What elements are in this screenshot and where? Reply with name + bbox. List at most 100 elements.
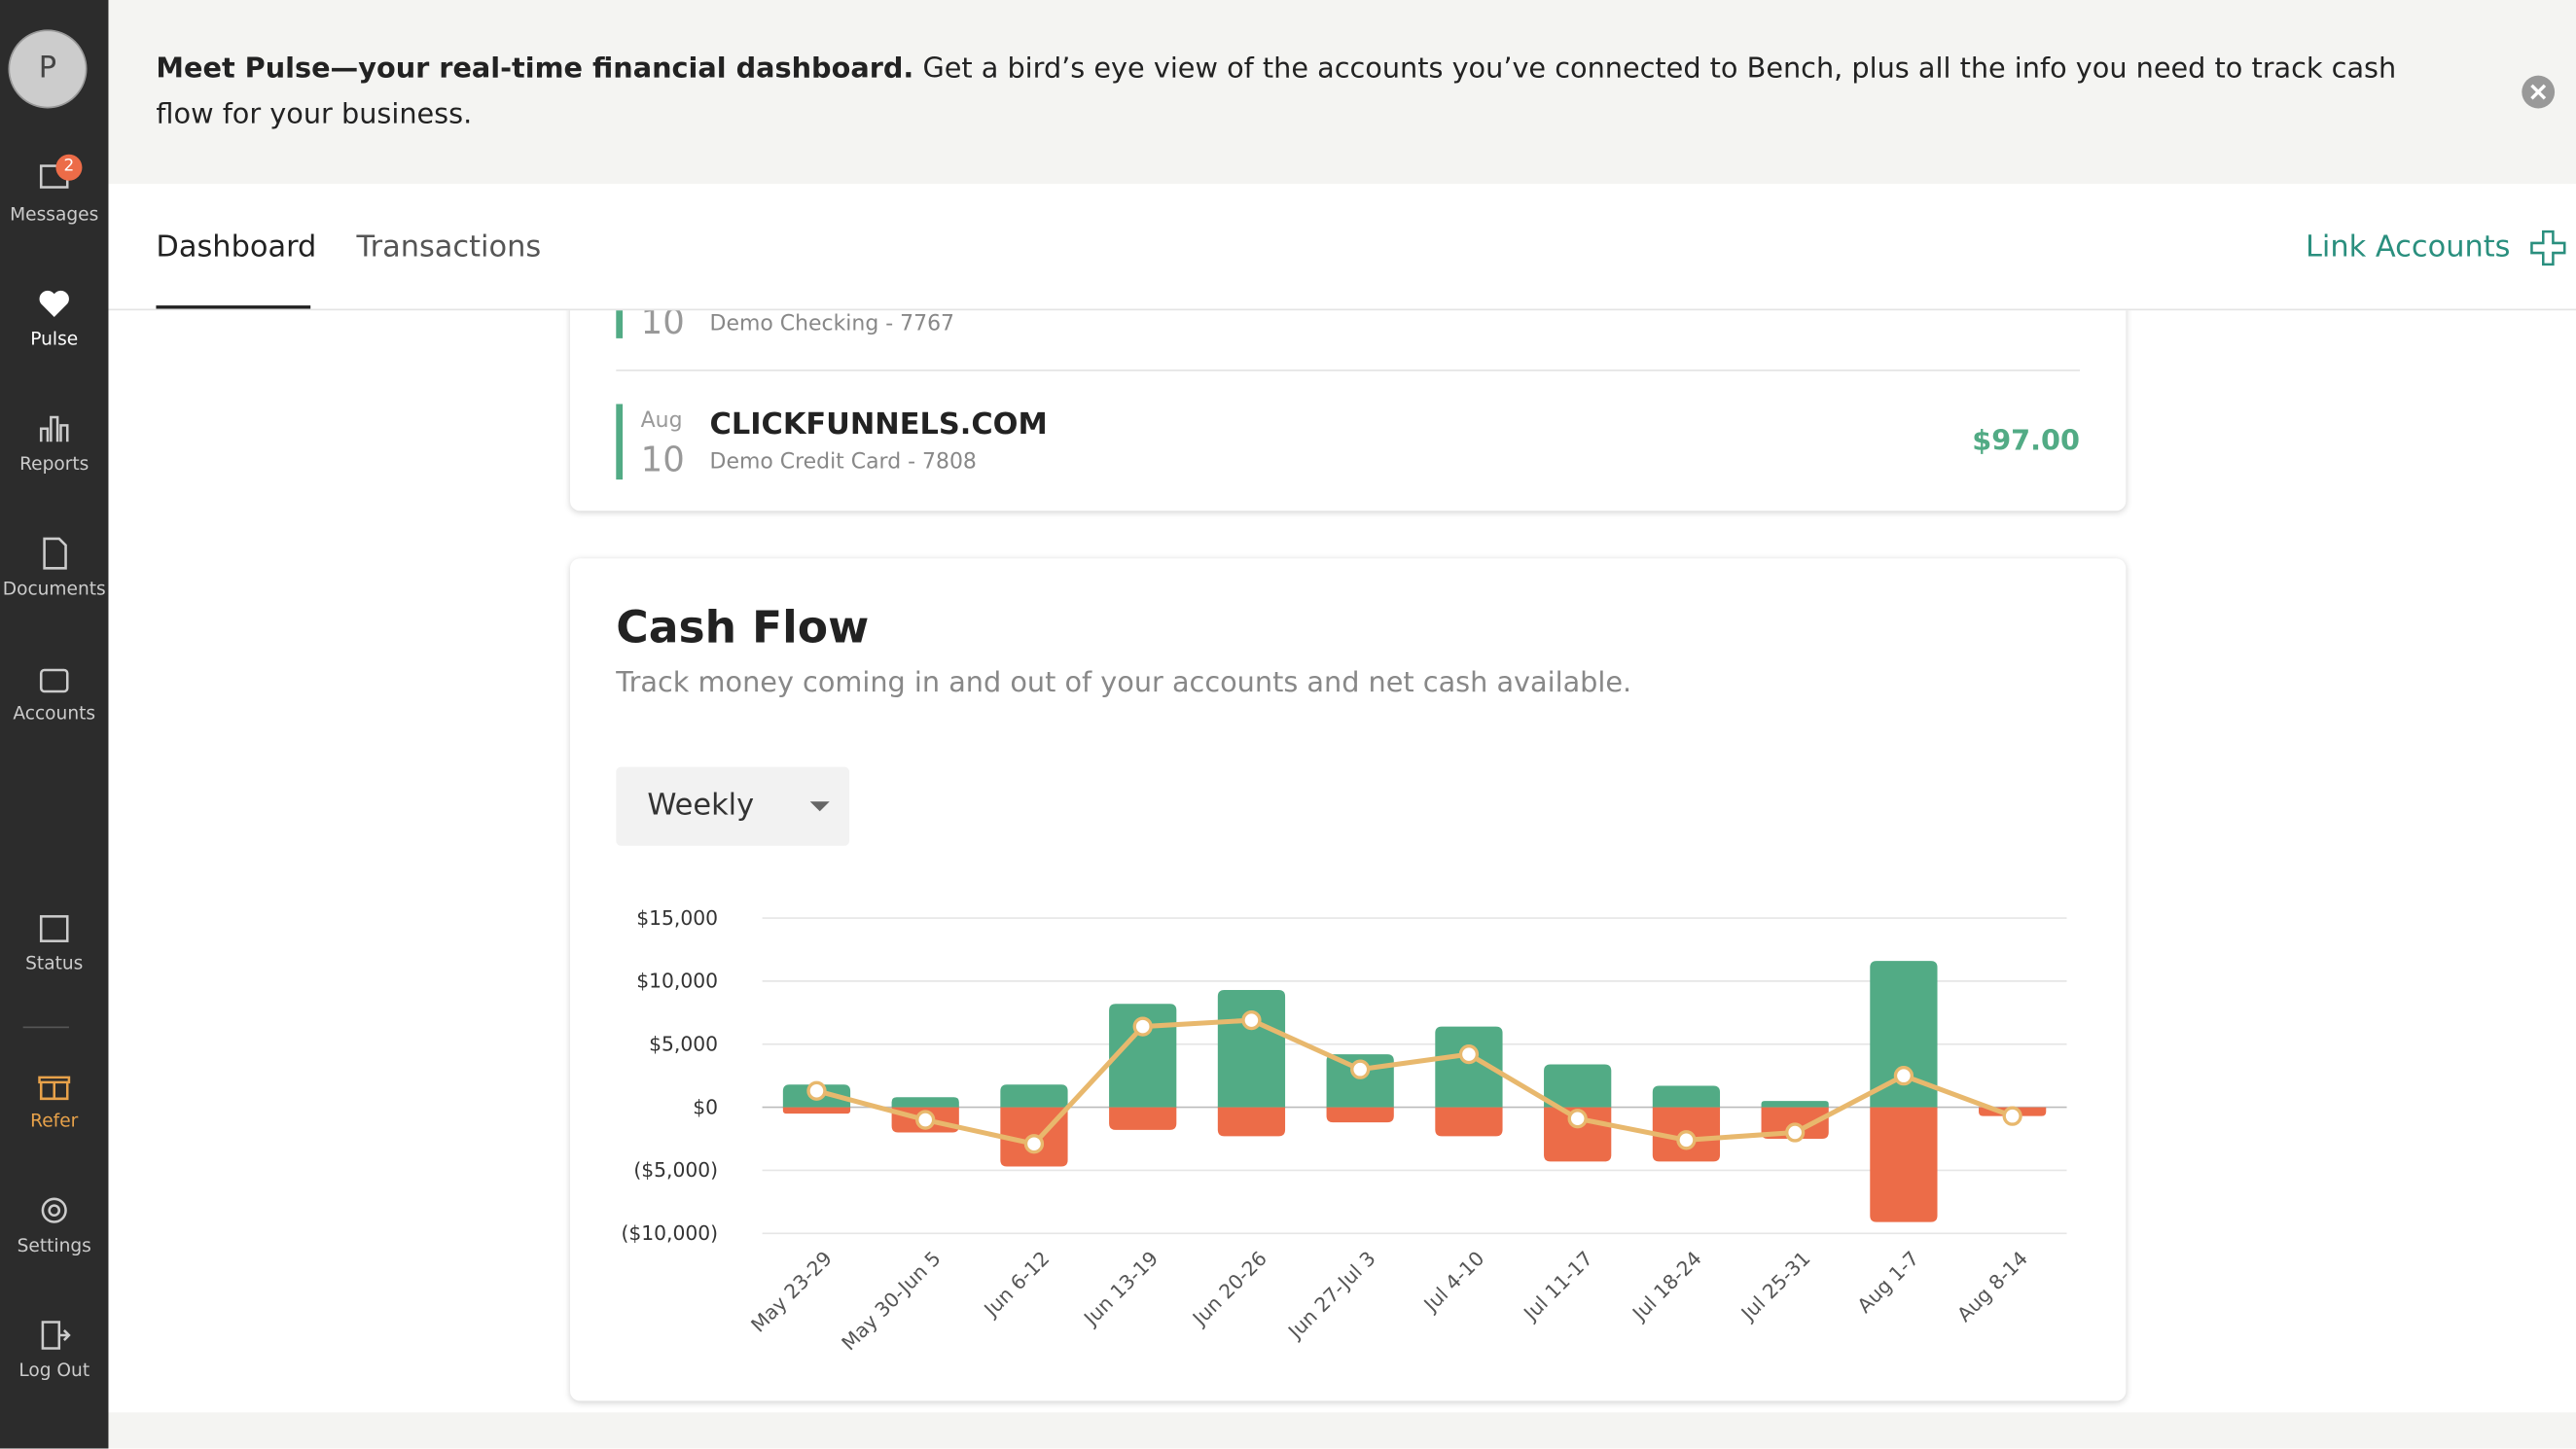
bar <box>782 1107 851 1114</box>
net-line <box>815 1017 2014 1147</box>
amount: $97.00 <box>1972 425 2081 459</box>
marker <box>616 301 624 338</box>
nav-item[interactable]: Documents <box>0 536 108 600</box>
divider <box>616 369 2081 371</box>
nav-item[interactable]: Pulse <box>0 286 108 350</box>
nav-label: Documents <box>2 578 106 600</box>
y-tick-label: $0 <box>693 1095 718 1118</box>
x-tick-label: Jun 27-Jul 3 <box>1282 1247 1379 1344</box>
y-tick-label: ($5,000) <box>633 1158 718 1182</box>
marker <box>616 404 624 480</box>
bar <box>1544 1064 1612 1108</box>
close[interactable] <box>2521 74 2557 110</box>
nav-label: Reports <box>19 453 89 476</box>
x-tick-label: Aug 8-14 <box>1952 1247 2032 1326</box>
tab[interactable]: Dashboard <box>156 230 317 265</box>
x-tick-label: Aug 1-7 <box>1852 1247 1923 1318</box>
nav-label: Status <box>25 952 84 974</box>
chart: ($10,000) ($5,000) $0 $5,000 $10,000 $15,000 M… <box>621 906 2067 1355</box>
period-select[interactable]: Weekly <box>616 766 850 846</box>
nav-label: Settings <box>17 1234 91 1256</box>
x-tick-label: Jun 6-12 <box>979 1247 1055 1323</box>
nav-icon <box>39 915 69 942</box>
net-point <box>806 1080 827 1101</box>
bar <box>1652 1085 1721 1108</box>
bar <box>1870 961 1938 1108</box>
banner: Meet Pulse—your real-time financial dash… <box>108 0 2576 185</box>
link-accounts[interactable]: Link Accounts <box>2305 230 2511 265</box>
caret <box>809 801 830 812</box>
bar <box>1326 1107 1394 1123</box>
net-point <box>915 1110 936 1130</box>
month: Aug <box>640 408 683 434</box>
banner-text: Meet Pulse—your real-time financial dash… <box>156 46 2455 138</box>
x-tick-label: Jun 20-26 <box>1187 1247 1271 1331</box>
bar <box>1217 989 1286 1108</box>
y-tick-label: $10,000 <box>636 970 718 993</box>
bar <box>1435 1107 1503 1137</box>
period: Weekly <box>647 788 755 824</box>
nav-item[interactable]: Settings <box>0 1192 108 1256</box>
nav-icon <box>38 1076 71 1101</box>
x-tick-label: Jul 18-24 <box>1627 1247 1706 1326</box>
nav-item[interactable]: Refer <box>0 1068 108 1132</box>
x-tick-label: Jul 11-17 <box>1518 1247 1597 1326</box>
bar <box>1870 1107 1938 1222</box>
net-point <box>1350 1059 1371 1079</box>
merchant: CLICKFUNNELS.COM <box>709 406 1048 442</box>
account: Demo Credit Card - 7808 <box>709 449 977 476</box>
x-tick-label: May 23-29 <box>746 1247 837 1337</box>
nav-label: Pulse <box>30 328 79 350</box>
tab-bar: Dashboard Transactions Link Accounts <box>108 184 2576 311</box>
net-point <box>1458 1043 1480 1065</box>
bar <box>1217 1107 1286 1137</box>
nav-icon <box>39 415 69 442</box>
y-tick-label: $15,000 <box>636 906 718 930</box>
net-point <box>1785 1122 1806 1143</box>
nav-item[interactable]: Log Out <box>0 1317 108 1381</box>
nav-icon <box>43 537 67 570</box>
avatar[interactable]: P <box>8 29 88 109</box>
bar <box>1435 1026 1503 1108</box>
net-point <box>1132 1016 1153 1037</box>
nav-icon <box>41 1321 71 1350</box>
bar <box>1109 1004 1177 1108</box>
net-point <box>1023 1134 1045 1154</box>
title: Cash Flow <box>616 602 870 654</box>
nav-icon <box>41 1197 67 1223</box>
nav-label: Messages <box>10 203 99 226</box>
tab-underline <box>156 305 311 309</box>
separator <box>22 1026 69 1029</box>
sidebar: P Messages 2 Pulse Reports Documents Accounts… <box>0 0 109 1449</box>
footer <box>108 1412 2576 1449</box>
bar <box>1000 1084 1068 1108</box>
x-tick-label: Jul 4-10 <box>1418 1247 1489 1318</box>
nav-label: Accounts <box>13 702 96 724</box>
x-tick-label: May 30-Jun 5 <box>837 1247 945 1355</box>
y-tick-label: $5,000 <box>649 1032 718 1055</box>
cash-flow-card: Cash Flow Track money coming in and out … <box>570 558 2127 1401</box>
nav-label: Refer <box>30 1110 79 1132</box>
net-point <box>1241 1009 1262 1031</box>
bar <box>891 1097 959 1108</box>
account: Demo Checking - 7767 <box>709 311 955 337</box>
subtitle: Track money coming in and out of your ac… <box>616 666 1632 700</box>
nav-icon <box>39 668 69 693</box>
x-tick-label: Jul 25-31 <box>1735 1247 1815 1326</box>
y-tick-label: ($10,000) <box>621 1221 718 1245</box>
plus-icon[interactable] <box>2530 230 2566 266</box>
nav-item[interactable]: Reports <box>0 410 108 475</box>
nav-icon <box>39 290 69 317</box>
banner-body: Get a bird’s eye view of the accounts yo… <box>156 53 2397 132</box>
net-point <box>1893 1066 1914 1086</box>
net-point <box>1567 1109 1588 1129</box>
nav-item[interactable]: Accounts <box>0 660 108 724</box>
nav-item[interactable]: Status <box>0 910 108 974</box>
banner-bold: Meet Pulse—your real-time financial dash… <box>156 53 914 86</box>
badge: 2 <box>55 154 83 181</box>
tab[interactable]: Transactions <box>356 230 542 265</box>
nav-item[interactable]: Messages 2 <box>0 154 108 226</box>
nav-label: Log Out <box>18 1360 90 1382</box>
day: 10 <box>640 440 685 480</box>
